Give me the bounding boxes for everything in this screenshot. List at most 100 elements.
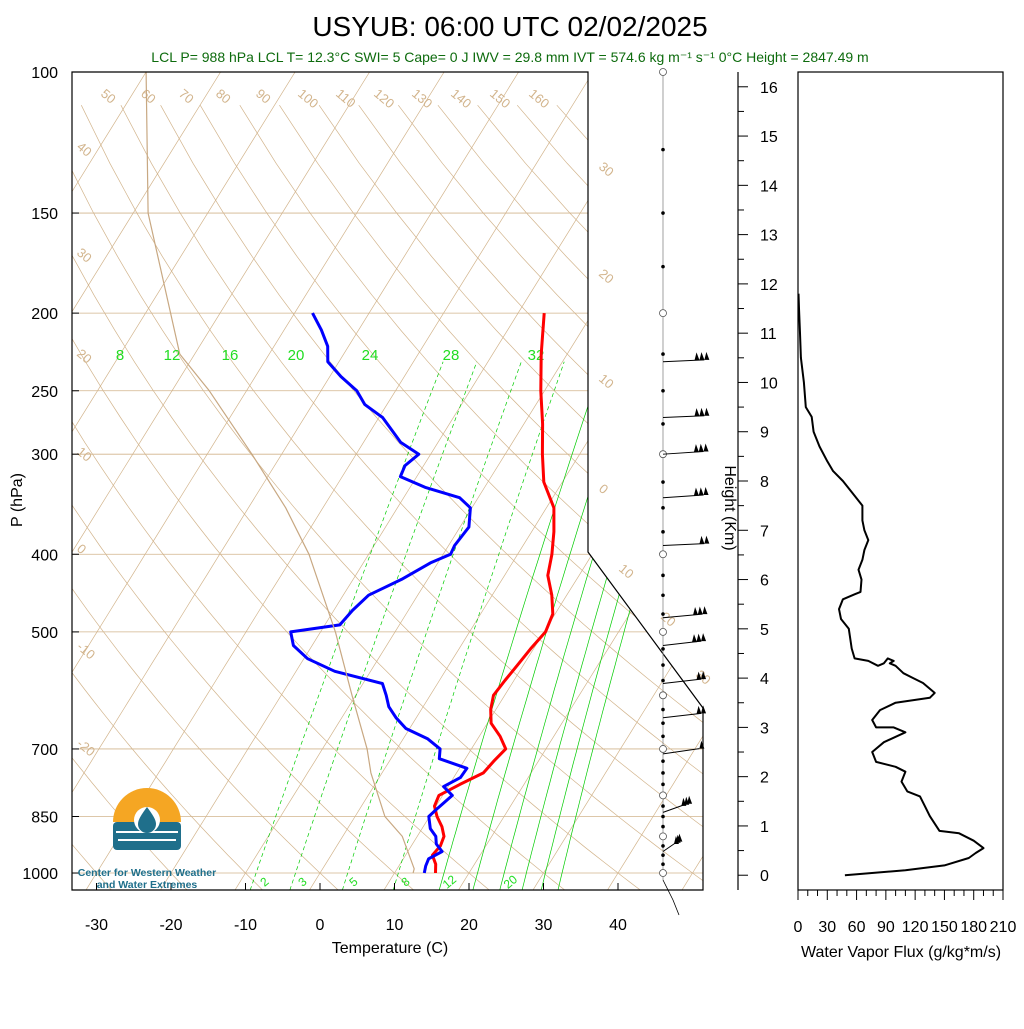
wind-barb xyxy=(663,633,706,645)
flux-x-tick-label: 30 xyxy=(818,919,836,936)
level-dot xyxy=(661,612,665,616)
dry-adiabat-line xyxy=(0,105,414,890)
wind-barb xyxy=(663,705,706,717)
flux-x-axis-label: Water Vapor Flux (g/kg*m/s) xyxy=(801,944,1001,961)
level-marker xyxy=(660,745,667,752)
isotherm-label: 10 xyxy=(596,371,617,392)
x-tick-label: -30 xyxy=(85,917,108,934)
wind-barb xyxy=(663,443,709,454)
level-dot xyxy=(661,530,665,534)
wind-barb-flag xyxy=(699,536,704,544)
level-dot xyxy=(661,679,665,683)
dry-adiabat-line xyxy=(200,105,1018,890)
wind-barb xyxy=(663,487,709,498)
height-tick-label: 10 xyxy=(760,375,778,392)
level-dot xyxy=(661,480,665,484)
dry-adiabat-label: 150 xyxy=(487,86,513,111)
flux-x-tick-label: 0 xyxy=(794,919,803,936)
flux-x-tick-label: 180 xyxy=(960,919,987,936)
dry-adiabat-line xyxy=(121,105,867,890)
wind-barb-flag xyxy=(704,487,709,495)
wind-barb-flag xyxy=(704,352,709,360)
isotherm-label: 30 xyxy=(74,245,95,266)
dry-adiabat-line xyxy=(0,105,489,890)
mixing-ratio-label: 16 xyxy=(222,347,239,364)
wind-barb xyxy=(663,352,709,362)
level-marker xyxy=(660,833,667,840)
mixing-ratio-line xyxy=(558,362,702,890)
wind-barb-flag xyxy=(699,352,704,360)
plot-area-lines xyxy=(0,72,1024,890)
height-tick-label: 11 xyxy=(760,326,777,343)
height-tick-label: 15 xyxy=(760,129,778,146)
y-tick-label: 1000 xyxy=(22,866,58,883)
level-marker xyxy=(660,692,667,699)
height-tick-label: 5 xyxy=(760,622,769,639)
isotherm-label: 20 xyxy=(74,346,95,367)
skewt-axes: 1001502002503004005007008501000-30-20-10… xyxy=(9,65,703,957)
level-dot xyxy=(661,815,665,819)
level-dot xyxy=(661,506,665,510)
x-axis-label: Temperature (C) xyxy=(332,940,448,957)
flux-frame xyxy=(798,72,1003,890)
level-dot xyxy=(661,825,665,829)
isotherm-line xyxy=(86,72,593,890)
wind-barb-flag xyxy=(694,488,699,496)
height-axis-label: Height (Km) xyxy=(721,465,738,550)
mixing-ratio-label: 12 xyxy=(164,347,181,364)
isotherm-label: 20 xyxy=(658,609,679,630)
level-marker xyxy=(660,310,667,317)
flux-x-tick-label: 60 xyxy=(848,919,866,936)
dry-adiabat-line xyxy=(398,105,1024,890)
level-dot xyxy=(661,647,665,651)
dry-adiabat-line xyxy=(517,105,1024,890)
dry-adiabat-line xyxy=(557,105,1024,890)
y-tick-label: 700 xyxy=(31,742,58,759)
level-marker xyxy=(660,792,667,799)
height-tick-label: 4 xyxy=(760,671,769,688)
isotherm-line xyxy=(0,72,370,890)
flux-x-tick-label: 150 xyxy=(931,919,958,936)
height-tick-label: 12 xyxy=(760,277,778,294)
wind-barb-staff xyxy=(663,713,701,717)
dry-adiabat-label: 60 xyxy=(138,86,159,107)
isotherm-label: -10 xyxy=(74,639,98,663)
dry-adiabat-label: 80 xyxy=(213,86,234,107)
y-axis-label: P (hPa) xyxy=(9,473,26,527)
y-tick-label: 300 xyxy=(31,447,58,464)
wind-axis-tail xyxy=(663,880,679,915)
y-tick-label: 500 xyxy=(31,625,58,642)
height-tick-label: 2 xyxy=(760,770,769,787)
level-dot xyxy=(661,389,665,393)
wind-barb-flag xyxy=(693,607,698,615)
logo-text-line2: and Water Extremes xyxy=(97,879,198,891)
mixing-ratio-label: 12 xyxy=(440,872,459,892)
wind-barb-flag xyxy=(697,706,702,714)
dry-adiabat-line xyxy=(597,105,1024,890)
dry-adiabat-label: 50 xyxy=(98,86,119,107)
x-tick-label: -20 xyxy=(159,917,182,934)
wind-barb-flag xyxy=(701,633,706,641)
dry-adiabat-label: 70 xyxy=(176,86,197,107)
level-dot xyxy=(661,853,665,857)
skewt-frame xyxy=(72,72,703,890)
height-tick-label: 7 xyxy=(760,523,769,540)
level-dot xyxy=(661,422,665,426)
level-marker xyxy=(660,551,667,558)
flux-profile-line xyxy=(799,294,984,876)
isotherm-label: 40 xyxy=(74,139,95,160)
level-dot xyxy=(661,265,665,269)
wind-barb xyxy=(663,536,709,546)
x-tick-label: 30 xyxy=(535,917,553,934)
level-dot xyxy=(661,593,665,597)
y-tick-label: 200 xyxy=(31,306,58,323)
mixing-ratio-label: 8 xyxy=(116,347,124,364)
wind-barb-flag xyxy=(704,408,709,416)
chart-subtitle: LCL P= 988 hPa LCL T= 12.3°C SWI= 5 Cape… xyxy=(151,49,868,65)
dry-adiabat-label: 90 xyxy=(253,86,274,107)
level-dot xyxy=(661,574,665,578)
isotherm-label: 20 xyxy=(596,266,617,287)
